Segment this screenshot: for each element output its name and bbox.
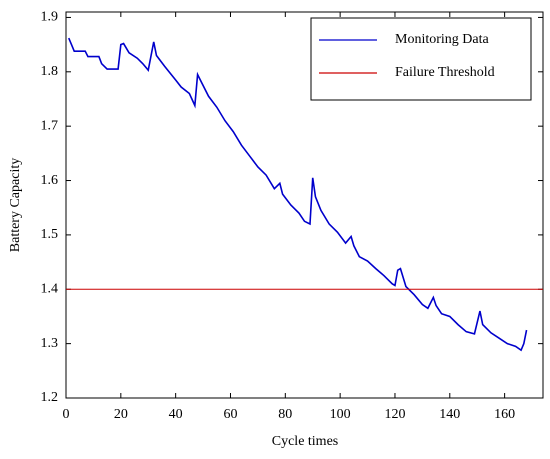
y-tick-label: 1.8 xyxy=(41,64,59,79)
data-line xyxy=(68,37,528,352)
y-tick-label: 1.7 xyxy=(41,118,59,133)
x-tick-label: 120 xyxy=(384,407,405,422)
legend-label: Monitoring Data xyxy=(395,32,489,47)
y-tick-label: 1.4 xyxy=(41,281,59,296)
y-tick-label: 1.2 xyxy=(41,390,59,405)
x-tick-label: 80 xyxy=(278,407,292,422)
x-axis-label: Cycle times xyxy=(272,434,339,449)
y-tick-label: 1.6 xyxy=(41,173,59,188)
x-tick-label: 40 xyxy=(169,407,183,422)
plot-frame xyxy=(65,11,544,399)
legend-box xyxy=(310,17,532,101)
y-tick-label: 1.5 xyxy=(41,227,59,242)
y-tick-label: 1.9 xyxy=(41,10,59,25)
y-axis-label: Battery Capacity xyxy=(8,158,23,252)
legend-label: Failure Threshold xyxy=(395,65,495,80)
y-tick-label: 1.3 xyxy=(41,336,59,351)
x-tick-label: 60 xyxy=(223,407,237,422)
x-tick-label: 140 xyxy=(439,407,460,422)
x-tick-label: 20 xyxy=(114,407,128,422)
x-tick-label: 100 xyxy=(330,407,351,422)
x-tick-label: 0 xyxy=(63,407,70,422)
x-tick-label: 160 xyxy=(494,407,515,422)
